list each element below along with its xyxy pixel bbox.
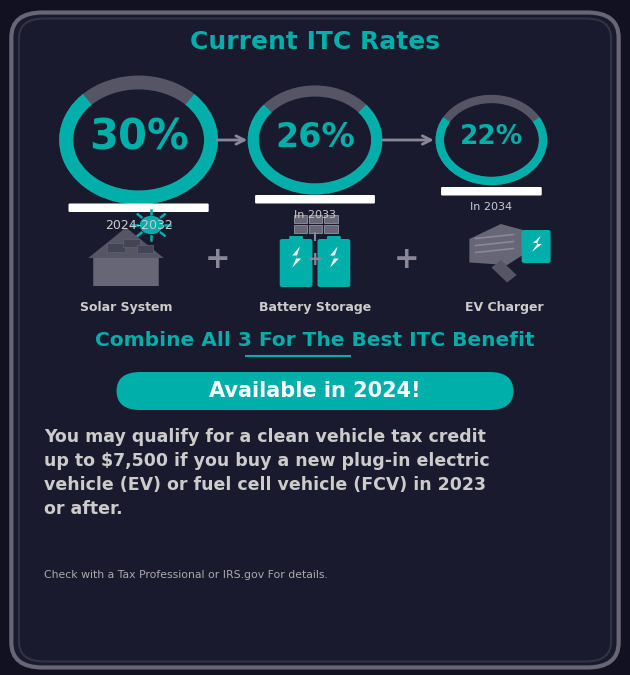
Text: In 2033: In 2033 [294,210,336,220]
FancyBboxPatch shape [280,239,312,287]
FancyBboxPatch shape [255,195,375,203]
Polygon shape [292,246,301,267]
Text: +: + [394,246,419,275]
Polygon shape [93,236,159,286]
FancyBboxPatch shape [327,236,341,243]
Polygon shape [532,236,542,252]
Text: Current ITC Rates: Current ITC Rates [190,30,440,54]
Text: EV Charger: EV Charger [465,301,543,314]
FancyBboxPatch shape [107,244,125,252]
Text: 2024-2032: 2024-2032 [105,219,173,232]
FancyBboxPatch shape [19,18,611,662]
Text: You may qualify for a clean vehicle tax credit
up to $7,500 if you buy a new plu: You may qualify for a clean vehicle tax … [44,427,490,518]
FancyBboxPatch shape [324,225,338,233]
Text: In 2034: In 2034 [471,202,512,212]
FancyBboxPatch shape [441,187,542,196]
FancyBboxPatch shape [294,225,307,233]
Polygon shape [469,224,523,265]
FancyBboxPatch shape [309,215,322,223]
Text: Solar System: Solar System [80,301,172,314]
Text: 30%: 30% [89,117,188,159]
Text: Battery Storage: Battery Storage [259,301,371,314]
Polygon shape [88,227,164,258]
Text: Available in 2024!: Available in 2024! [209,381,421,401]
FancyBboxPatch shape [522,230,551,263]
FancyBboxPatch shape [309,225,322,233]
Text: +: + [205,246,230,275]
FancyBboxPatch shape [294,215,307,223]
FancyBboxPatch shape [324,215,338,223]
FancyBboxPatch shape [289,236,303,243]
Polygon shape [330,246,339,267]
Circle shape [140,217,162,234]
FancyBboxPatch shape [11,13,619,668]
FancyBboxPatch shape [137,246,153,253]
Text: Check with a Tax Professional or IRS.gov For details.: Check with a Tax Professional or IRS.gov… [44,570,328,580]
FancyBboxPatch shape [117,372,513,410]
FancyBboxPatch shape [69,203,209,212]
Polygon shape [491,260,517,283]
Text: Combine All 3 For The Best ITC Benefit: Combine All 3 For The Best ITC Benefit [95,331,535,350]
Text: 26%: 26% [275,121,355,154]
FancyBboxPatch shape [123,238,140,247]
Text: +: + [307,250,323,269]
Text: 22%: 22% [460,124,523,151]
FancyBboxPatch shape [318,239,350,287]
